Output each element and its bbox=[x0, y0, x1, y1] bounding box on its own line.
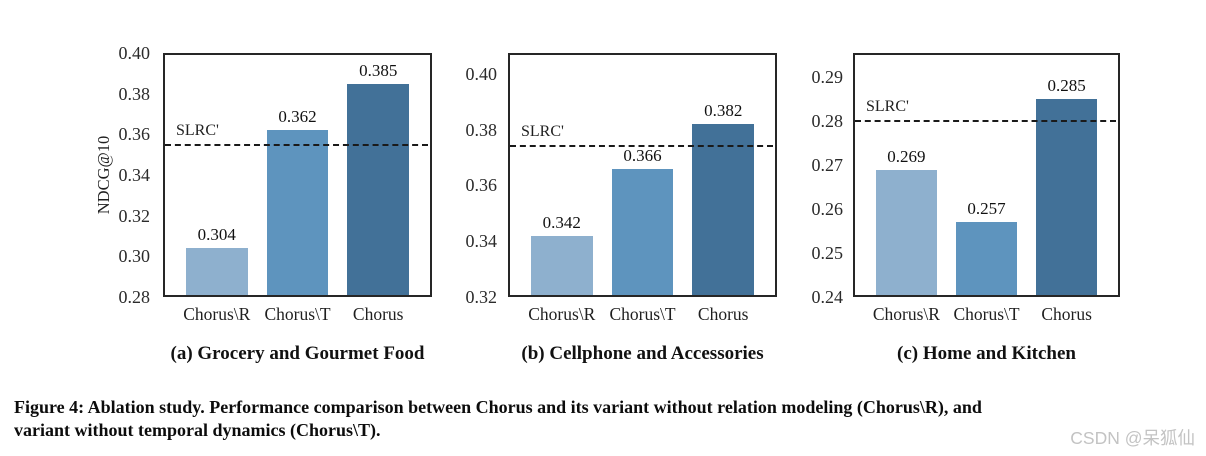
csdn-watermark: CSDN @呆狐仙 bbox=[1070, 428, 1195, 448]
bar bbox=[347, 83, 410, 295]
bar bbox=[692, 124, 755, 295]
y-tick-label: 0.30 bbox=[118, 246, 151, 267]
bar-value-label: 0.257 bbox=[967, 199, 1006, 219]
slrc-reference-line bbox=[855, 120, 1116, 123]
y-tick-label: 0.36 bbox=[118, 124, 151, 145]
x-tick-label: Chorus\R bbox=[183, 304, 251, 324]
bar bbox=[530, 235, 593, 295]
x-tick-label: Chorus bbox=[352, 304, 404, 324]
slrc-reference-line bbox=[510, 145, 773, 148]
y-tick-label: 0.36 bbox=[465, 175, 498, 196]
x-tick-label: Chorus\R bbox=[528, 304, 596, 324]
y-tick-label: 0.24 bbox=[811, 287, 844, 307]
chart-subtitle: (c) Home and Kitchen bbox=[897, 343, 1076, 364]
x-tick-label: Chorus\R bbox=[872, 304, 940, 324]
y-tick-label: 0.32 bbox=[118, 205, 151, 226]
bar bbox=[185, 248, 248, 295]
chart-subtitle: (b) Cellphone and Accessories bbox=[521, 343, 764, 364]
bar-value-label: 0.285 bbox=[1047, 76, 1086, 96]
x-tick-label: Chorus\T bbox=[609, 304, 676, 324]
figure-caption-line-2: variant without temporal dynamics (Choru… bbox=[14, 420, 381, 440]
y-tick-label: 0.32 bbox=[465, 287, 498, 307]
y-tick-label: 0.28 bbox=[811, 111, 844, 132]
slrc-reference-label: SLRC' bbox=[176, 121, 219, 139]
bar-value-label: 0.269 bbox=[887, 146, 926, 166]
y-tick-label: 0.34 bbox=[118, 165, 151, 185]
slrc-reference-label: SLRC' bbox=[866, 98, 909, 116]
y-tick-label: 0.25 bbox=[811, 243, 844, 264]
x-tick-label: Chorus bbox=[1041, 304, 1092, 324]
x-tick-label: Chorus bbox=[697, 304, 749, 324]
slrc-reference-label: SLRC' bbox=[521, 123, 564, 141]
y-tick-label: 0.40 bbox=[118, 43, 151, 63]
slrc-reference-line bbox=[165, 143, 428, 146]
chart-subtitle: (a) Grocery and Gourmet Food bbox=[170, 343, 425, 364]
y-tick-label: 0.28 bbox=[118, 287, 151, 307]
bar-value-label: 0.342 bbox=[542, 212, 581, 232]
x-tick-label: Chorus\T bbox=[953, 304, 1020, 324]
y-tick-label: 0.27 bbox=[811, 155, 844, 176]
y-tick-label: 0.34 bbox=[465, 231, 498, 252]
figure-caption: Figure 4: Ablation study. Performance co… bbox=[14, 396, 1198, 442]
y-tick-label: 0.26 bbox=[811, 199, 844, 220]
y-tick-label: 0.40 bbox=[465, 63, 498, 84]
bar-value-label: 0.382 bbox=[704, 101, 743, 121]
bar bbox=[266, 130, 329, 295]
bar-value-label: 0.385 bbox=[359, 60, 398, 80]
x-tick-label: Chorus\T bbox=[264, 304, 331, 324]
bar bbox=[611, 168, 674, 295]
y-tick-label: 0.38 bbox=[118, 83, 151, 104]
bar-value-label: 0.366 bbox=[623, 145, 662, 165]
bar bbox=[955, 222, 1018, 295]
bar-value-label: 0.362 bbox=[278, 107, 317, 127]
y-tick-label: 0.29 bbox=[811, 67, 844, 88]
y-tick-label: 0.38 bbox=[465, 119, 498, 140]
bar bbox=[1035, 99, 1098, 295]
bar bbox=[875, 169, 938, 295]
bar-value-label: 0.304 bbox=[197, 225, 236, 245]
figure-caption-line-1: Figure 4: Ablation study. Performance co… bbox=[14, 397, 982, 417]
